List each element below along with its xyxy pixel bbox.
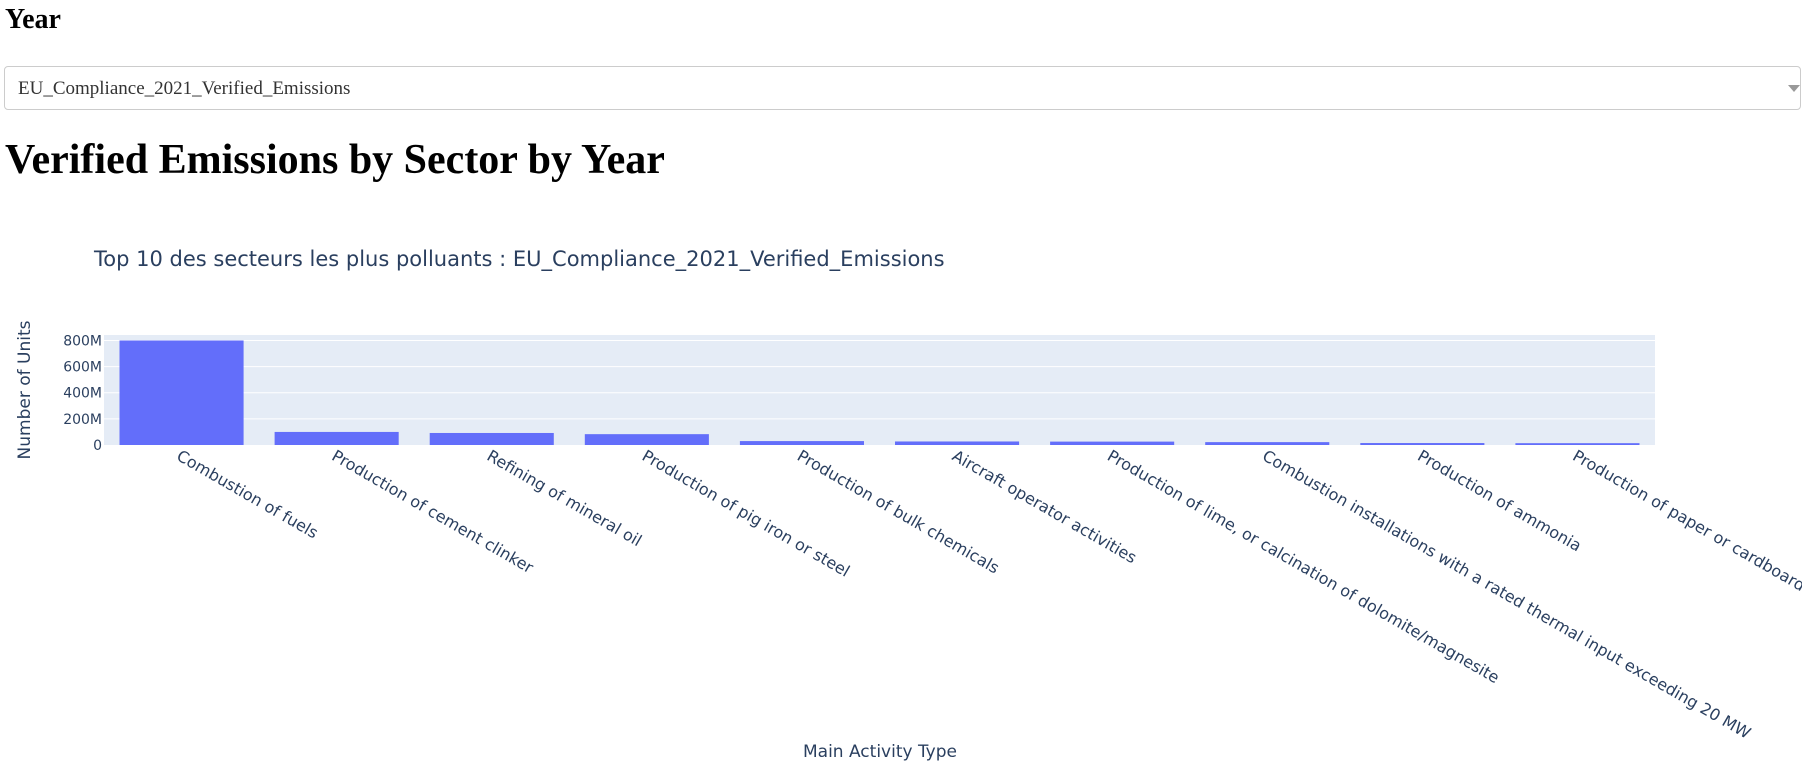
year-heading: Year <box>5 4 61 35</box>
x-axis-label: Main Activity Type <box>803 742 957 762</box>
bar[interactable] <box>1050 441 1175 445</box>
page-title: Verified Emissions by Sector by Year <box>5 137 665 183</box>
y-tick-label: 400M <box>63 386 102 402</box>
chart-title: Top 10 des secteurs les plus polluants :… <box>93 247 945 272</box>
bar[interactable] <box>429 432 554 445</box>
y-tick-label: 600M <box>63 360 102 376</box>
x-tick-label: Combustion of fuels <box>174 446 322 542</box>
y-tick-label: 800M <box>63 333 102 349</box>
x-tick-label: Production of paper or cardboard <box>1569 446 1802 595</box>
bar[interactable] <box>274 431 399 445</box>
bar[interactable] <box>119 340 244 445</box>
dropdown-selected-value: EU_Compliance_2021_Verified_Emissions <box>18 78 351 99</box>
plot-area <box>104 335 1655 445</box>
bar[interactable] <box>1205 442 1330 445</box>
y-tick-label: 200M <box>63 412 102 428</box>
emissions-bar-chart: Top 10 des secteurs les plus polluants :… <box>15 247 1802 762</box>
x-tick-label: Production of ammonia <box>1414 446 1584 555</box>
x-tick-label: Refining of mineral oil <box>484 446 645 550</box>
y-axis-label: Number of Units <box>15 320 35 459</box>
bar[interactable] <box>1360 443 1485 445</box>
bar[interactable] <box>739 441 864 445</box>
year-dropdown[interactable]: EU_Compliance_2021_Verified_Emissions <box>4 66 1801 110</box>
bar[interactable] <box>895 441 1020 445</box>
bar[interactable] <box>584 434 709 445</box>
y-tick-label: 0 <box>93 438 102 454</box>
bar[interactable] <box>1515 443 1640 445</box>
chevron-down-icon[interactable] <box>1788 85 1800 92</box>
